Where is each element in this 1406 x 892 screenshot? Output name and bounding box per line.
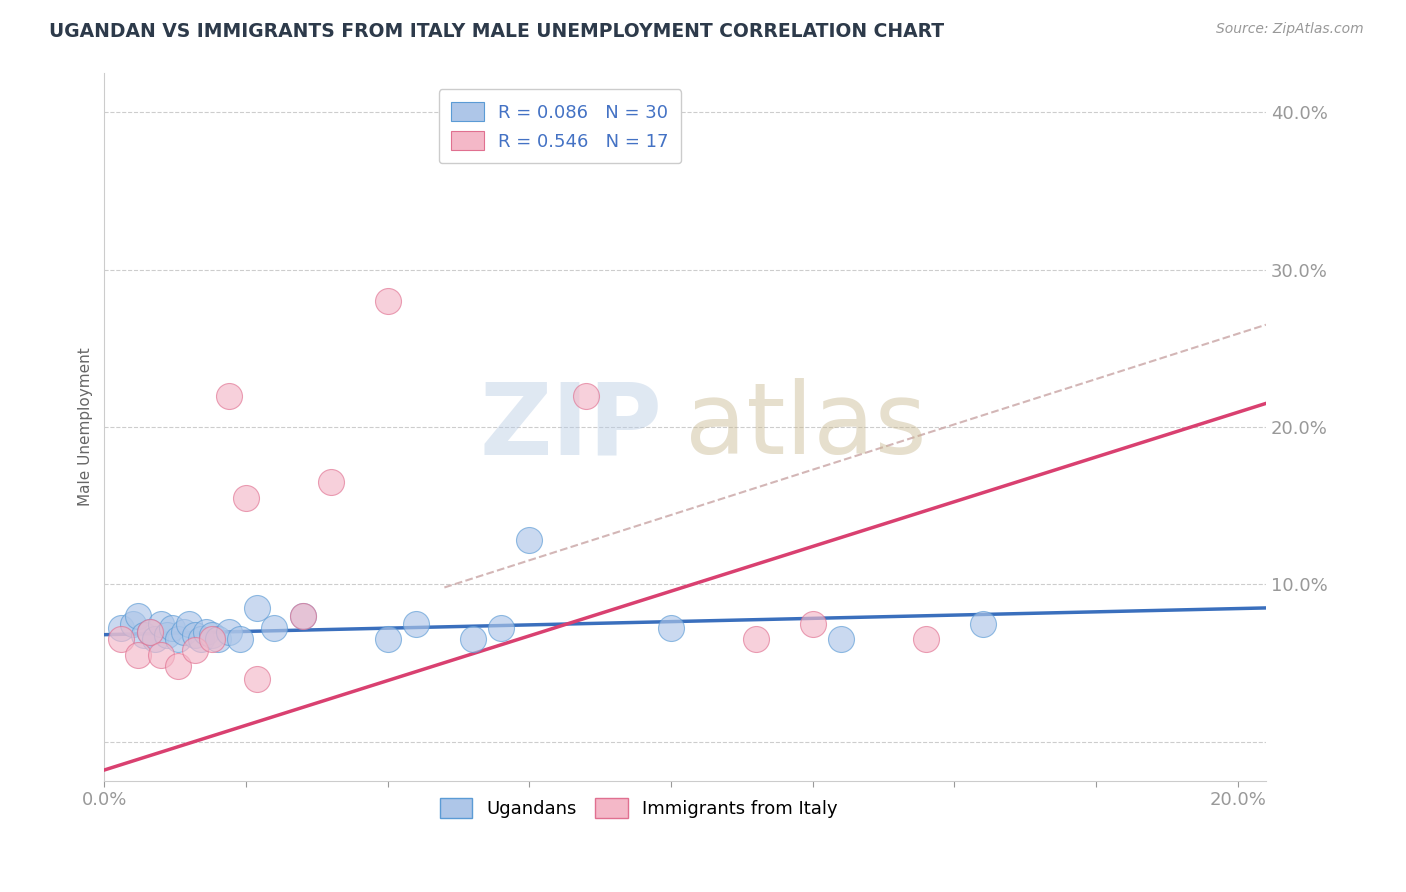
- Point: [575, 388, 598, 402]
- Point: [801, 616, 824, 631]
- Point: [121, 616, 143, 631]
- Point: [291, 608, 314, 623]
- Point: [915, 632, 938, 647]
- Point: [745, 632, 768, 647]
- Point: [184, 628, 207, 642]
- Point: [489, 621, 512, 635]
- Point: [659, 621, 682, 635]
- Point: [263, 621, 285, 635]
- Point: [138, 624, 160, 639]
- Y-axis label: Male Unemployment: Male Unemployment: [79, 348, 93, 507]
- Text: UGANDAN VS IMMIGRANTS FROM ITALY MALE UNEMPLOYMENT CORRELATION CHART: UGANDAN VS IMMIGRANTS FROM ITALY MALE UN…: [49, 22, 945, 41]
- Point: [291, 608, 314, 623]
- Text: atlas: atlas: [685, 378, 927, 475]
- Point: [461, 632, 484, 647]
- Point: [405, 616, 427, 631]
- Point: [229, 632, 252, 647]
- Point: [110, 632, 132, 647]
- Point: [167, 659, 190, 673]
- Point: [319, 475, 342, 489]
- Point: [127, 648, 149, 662]
- Point: [150, 648, 173, 662]
- Point: [132, 628, 155, 642]
- Point: [235, 491, 257, 505]
- Point: [184, 643, 207, 657]
- Point: [127, 608, 149, 623]
- Point: [110, 621, 132, 635]
- Point: [830, 632, 852, 647]
- Point: [156, 628, 179, 642]
- Point: [179, 616, 201, 631]
- Point: [377, 294, 399, 309]
- Point: [138, 624, 160, 639]
- Point: [190, 632, 212, 647]
- Point: [162, 621, 184, 635]
- Point: [519, 533, 541, 548]
- Point: [218, 624, 240, 639]
- Point: [150, 616, 173, 631]
- Point: [207, 632, 229, 647]
- Point: [201, 632, 224, 647]
- Point: [145, 632, 167, 647]
- Point: [167, 632, 190, 647]
- Point: [246, 601, 269, 615]
- Point: [173, 624, 195, 639]
- Point: [218, 388, 240, 402]
- Text: Source: ZipAtlas.com: Source: ZipAtlas.com: [1216, 22, 1364, 37]
- Point: [195, 624, 218, 639]
- Legend: Ugandans, Immigrants from Italy: Ugandans, Immigrants from Italy: [433, 790, 845, 825]
- Point: [377, 632, 399, 647]
- Point: [972, 616, 994, 631]
- Point: [201, 628, 224, 642]
- Text: ZIP: ZIP: [479, 378, 662, 475]
- Point: [246, 672, 269, 686]
